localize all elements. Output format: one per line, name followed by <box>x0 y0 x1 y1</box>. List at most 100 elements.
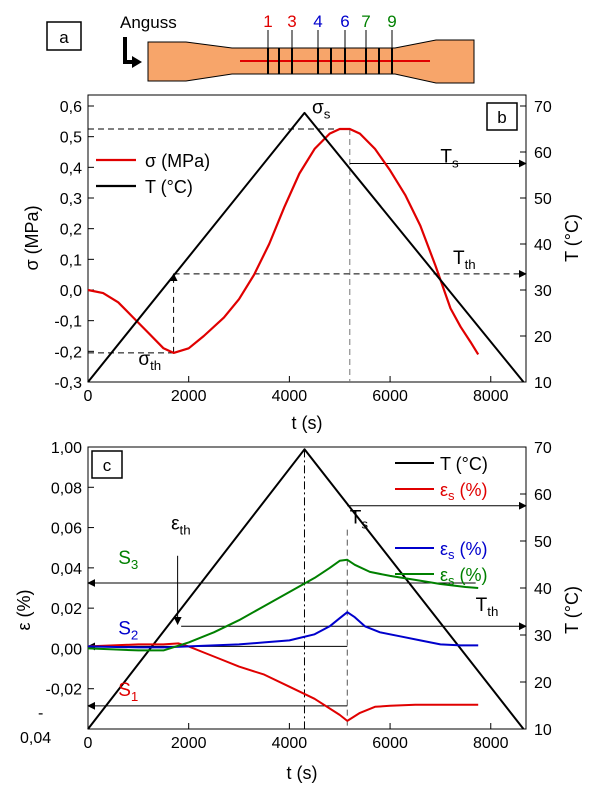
annotation: S1 <box>118 680 138 704</box>
y-right-tick-label: 70 <box>534 440 552 457</box>
panel-b-label-box <box>486 102 518 131</box>
panel-a-label-box <box>46 21 82 51</box>
panel-b-frame <box>87 94 527 383</box>
y-left-tick-label: -0,2 <box>54 344 82 361</box>
y-left-tick-label: -0,3 <box>54 375 82 392</box>
panel-b: b 0 2000 4000 6000 8000 0,6 0,5 0,4 0,3 0,2 0,1 0,0… <box>22 94 582 433</box>
panel-a-label: a <box>59 28 69 47</box>
sensor-number: 1 <box>263 12 272 31</box>
panel-c-ylabel-left: ε (%) <box>14 589 34 630</box>
sensor-number: 4 <box>313 12 322 31</box>
annotation: εth <box>171 514 191 538</box>
annotation: σth <box>138 349 161 373</box>
x-tick-label: 4000 <box>272 735 308 752</box>
legend-label: σ (MPa) <box>145 151 210 171</box>
series-line <box>87 111 525 383</box>
x-tick-label: 2000 <box>171 388 207 405</box>
annotation: S3 <box>118 548 138 572</box>
panel-c-label: c <box>103 456 112 475</box>
y-left-tick-label: -0,1 <box>54 314 82 331</box>
y-right-tick-label: 60 <box>534 487 552 504</box>
y-left-tick-label: 0,6 <box>60 99 82 116</box>
gate-label: Anguss <box>120 13 177 32</box>
sensor-number: 7 <box>361 12 370 31</box>
y-right-tick-label: 70 <box>534 99 552 116</box>
panel-b-label: b <box>497 108 506 127</box>
y-left-tick-label: 0,08 <box>51 480 82 497</box>
y-left-bottom-label: 0,04 <box>20 730 51 747</box>
gate-arrowhead-icon <box>132 56 142 68</box>
panel-b-ylabel-right: T (°C) <box>562 214 582 262</box>
sensor-number: 9 <box>387 12 396 31</box>
y-left-tick-label: 0,00 <box>51 641 82 658</box>
y-left-tick-label: 0,2 <box>60 222 82 239</box>
panel-c-ticks: 0 2000 4000 6000 8000 1,00 0,08 0,06 0,04 0,02 0,0… <box>20 440 552 752</box>
series-line <box>87 642 479 722</box>
legend-label: εs (%) <box>440 480 488 503</box>
panel-c: c 0 2000 4000 6000 80001,000,080,060,040,020… <box>14 440 582 783</box>
y-left-tick-label: 0,4 <box>60 160 82 177</box>
panel-b-annotations: σs Ts Tth σth <box>138 98 475 373</box>
annotation: σs <box>312 98 331 122</box>
panel-c-xlabel: t (s) <box>287 763 318 783</box>
y-left-tick-label: 0,0 <box>60 283 82 300</box>
legend-label: T (°C) <box>145 177 193 197</box>
y-left-tick-label: 0,1 <box>60 252 82 269</box>
y-right-tick-label: 40 <box>534 581 552 598</box>
x-tick-label: 0 <box>84 388 93 405</box>
annotation: Ts <box>350 508 369 532</box>
annotation: Tth <box>476 595 499 619</box>
series-line <box>87 127 480 355</box>
series-line <box>87 448 525 730</box>
panel-b-legend: σ (MPa) T (°C) <box>96 151 210 197</box>
y-right-tick-label: 20 <box>534 329 552 346</box>
panel-b-series <box>87 111 525 383</box>
x-tick-label: 8000 <box>473 388 509 405</box>
x-tick-label: 8000 <box>473 735 509 752</box>
legend-label: T (°C) <box>440 454 488 474</box>
series-line <box>87 558 479 652</box>
x-tick-label: 0 <box>84 735 93 752</box>
panel-c-series <box>87 448 525 730</box>
y-right-tick-label: 50 <box>534 534 552 551</box>
y-left-tick-label: 0,04 <box>51 561 82 578</box>
y-right-tick-label: 30 <box>534 283 552 300</box>
x-tick-label: 6000 <box>372 735 408 752</box>
annotation: Tth <box>453 248 476 272</box>
gauge-lines <box>267 30 393 74</box>
legend-label: εs (%) <box>440 565 488 588</box>
y-right-tick-label: 50 <box>534 191 552 208</box>
y-right-tick-label: 60 <box>534 145 552 162</box>
y-left-bottom-label: - <box>38 705 43 722</box>
panel-b-xlabel: t (s) <box>292 413 323 433</box>
sensor-number: 6 <box>340 12 349 31</box>
panel-c-legend: T (°C) εs (%) εs (%) εs (%) <box>395 454 488 588</box>
panel-c-guides <box>87 449 527 729</box>
legend-label: εs (%) <box>440 539 488 562</box>
y-left-tick-label: 1,00 <box>51 440 82 457</box>
y-right-tick-label: 30 <box>534 628 552 645</box>
panel-c-annotations: Ts εth S3 S2 S1 Tth <box>118 508 498 704</box>
panel-c-ylabel-right: T (°C) <box>562 586 582 634</box>
y-right-tick-label: 10 <box>534 722 552 739</box>
y-right-tick-label: 40 <box>534 237 552 254</box>
y-left-tick-label: 0,02 <box>51 601 82 618</box>
series-line <box>87 611 479 649</box>
annotation: Ts <box>440 147 459 171</box>
panel-c-label-box <box>91 450 123 479</box>
y-left-tick-label: -0,02 <box>46 682 83 699</box>
y-left-tick-label: 0,3 <box>60 191 82 208</box>
x-tick-label: 6000 <box>372 388 408 405</box>
y-right-tick-label: 10 <box>534 375 552 392</box>
panel-b-ticks: 0 2000 4000 6000 8000 0,6 0,5 0,4 0,3 0,2 0,1 0,0 -0… <box>54 99 551 405</box>
x-tick-label: 2000 <box>171 735 207 752</box>
y-left-tick-label: 0,5 <box>60 130 82 147</box>
y-left-tick-label: 0,06 <box>51 521 82 538</box>
sensor-number: 3 <box>287 12 296 31</box>
annotation: S2 <box>118 618 138 642</box>
y-right-tick-label: 20 <box>534 675 552 692</box>
panel-b-ylabel-left: σ (MPa) <box>22 205 42 270</box>
